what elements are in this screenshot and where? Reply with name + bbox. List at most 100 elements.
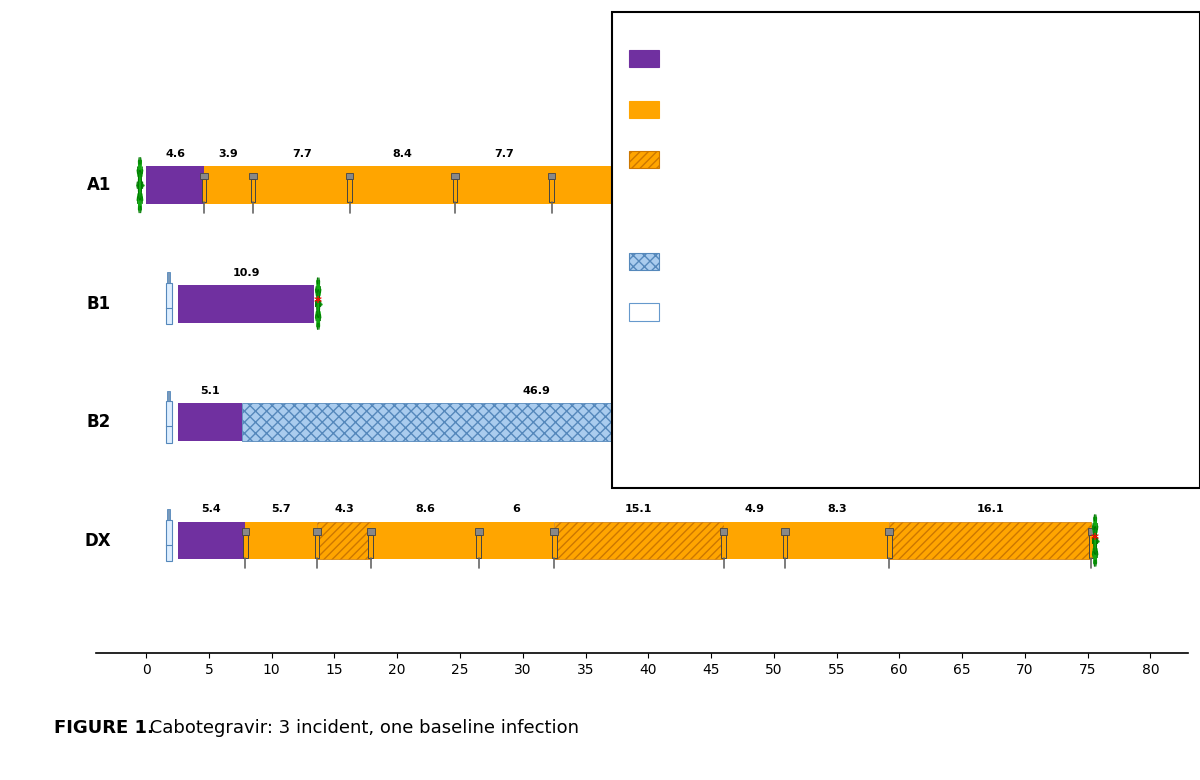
Text: DX: DX	[84, 531, 112, 550]
Text: 8.6: 8.6	[415, 505, 434, 515]
Bar	[251, 179, 256, 202]
Bar	[245, 522, 317, 559]
Circle shape	[628, 420, 632, 424]
Text: 6: 6	[512, 505, 521, 515]
Bar	[451, 172, 458, 179]
Bar	[638, 200, 650, 205]
Circle shape	[648, 398, 653, 402]
Bar	[313, 528, 320, 535]
Text: 8.3: 8.3	[827, 505, 847, 515]
Text: *: *	[314, 296, 322, 311]
Bar	[347, 179, 352, 202]
Text: Step 1: Oral CAB lead-in: Step 1: Oral CAB lead-in	[680, 52, 832, 65]
Bar	[781, 528, 788, 535]
Text: 16.1: 16.1	[977, 505, 1004, 515]
Bar	[346, 172, 353, 179]
Text: Open-label TDF/FTC for pregnancy: Open-label TDF/FTC for pregnancy	[680, 255, 895, 268]
Circle shape	[635, 406, 654, 421]
Bar	[641, 349, 648, 355]
Circle shape	[660, 412, 665, 415]
Text: 7.7: 7.7	[292, 149, 312, 159]
Bar	[166, 401, 172, 443]
Text: 5.1: 5.1	[199, 386, 220, 396]
Bar	[250, 172, 257, 179]
Text: 5.4: 5.4	[202, 505, 221, 515]
Text: Step 2: CAB LA 600 mg IM: Step 2: CAB LA 600 mg IM	[680, 103, 845, 115]
Bar	[886, 528, 893, 535]
Bar	[479, 522, 554, 559]
Bar	[200, 172, 208, 179]
Bar	[202, 179, 206, 202]
Bar	[552, 535, 557, 558]
Circle shape	[875, 408, 878, 436]
Bar	[146, 166, 204, 204]
Text: FIGURE 1.: FIGURE 1.	[54, 719, 154, 737]
Bar	[641, 205, 648, 221]
Text: Blinded CAB dispensed: Blinded CAB dispensed	[680, 356, 826, 369]
Bar	[548, 172, 556, 179]
Bar	[1087, 528, 1096, 535]
Text: 15.1: 15.1	[625, 505, 653, 515]
Bar	[241, 403, 830, 441]
Bar	[551, 528, 558, 535]
Bar	[644, 172, 652, 179]
Bar	[476, 535, 481, 558]
Bar	[782, 535, 787, 558]
Bar	[242, 535, 247, 558]
Bar	[646, 179, 650, 202]
Bar	[887, 535, 892, 558]
Bar	[724, 522, 785, 559]
Bar	[830, 403, 871, 441]
Bar	[720, 528, 727, 535]
Text: 10.9: 10.9	[233, 268, 259, 278]
Text: 5.3: 5.3	[841, 386, 860, 396]
Circle shape	[648, 425, 653, 429]
Text: Cabotegravir: 3 incident, one baseline infection: Cabotegravir: 3 incident, one baseline i…	[144, 719, 580, 737]
Bar	[475, 528, 482, 535]
Bar	[167, 391, 170, 401]
Bar	[178, 522, 245, 559]
Circle shape	[636, 425, 641, 429]
Bar	[554, 522, 724, 559]
Bar	[721, 535, 726, 558]
Text: A1: A1	[86, 176, 112, 194]
Text: 4.3: 4.3	[334, 505, 354, 515]
Text: B2: B2	[86, 413, 112, 431]
Bar	[167, 272, 170, 283]
Text: 8.4: 8.4	[392, 149, 412, 159]
Text: Step 2: CAB LA injection > 2 week overdue: Step 2: CAB LA injection > 2 week overdu…	[680, 154, 950, 166]
Bar	[742, 172, 749, 179]
Text: CAB LA 600 mg IM: CAB LA 600 mg IM	[680, 204, 797, 217]
Bar	[889, 522, 1091, 559]
Bar	[743, 179, 748, 202]
Text: *: *	[640, 455, 649, 473]
Bar	[367, 528, 374, 535]
Bar	[637, 355, 652, 375]
Circle shape	[628, 403, 632, 406]
Text: B1: B1	[86, 295, 112, 313]
Circle shape	[636, 398, 641, 402]
Bar	[785, 522, 889, 559]
Circle shape	[138, 170, 142, 200]
Bar	[317, 522, 371, 559]
Text: *: *	[734, 176, 745, 195]
Bar	[178, 285, 314, 323]
Text: 46.9: 46.9	[522, 386, 550, 396]
Circle shape	[624, 412, 629, 415]
Bar	[452, 179, 457, 202]
Bar	[178, 403, 241, 441]
Bar	[167, 509, 170, 519]
Bar	[371, 522, 479, 559]
Text: *: *	[1091, 533, 1099, 548]
Bar	[1088, 535, 1093, 558]
Text: 4.9: 4.9	[744, 505, 764, 515]
Bar	[166, 283, 172, 324]
Circle shape	[656, 403, 661, 406]
Circle shape	[656, 420, 661, 424]
Bar	[166, 519, 172, 562]
Circle shape	[1093, 526, 1097, 555]
Text: 4.6: 4.6	[166, 149, 185, 159]
Text: 7.7: 7.7	[494, 149, 514, 159]
Text: First HIV positive visit: First HIV positive visit	[680, 407, 815, 420]
Text: First site positive visit: First site positive visit	[680, 458, 816, 470]
